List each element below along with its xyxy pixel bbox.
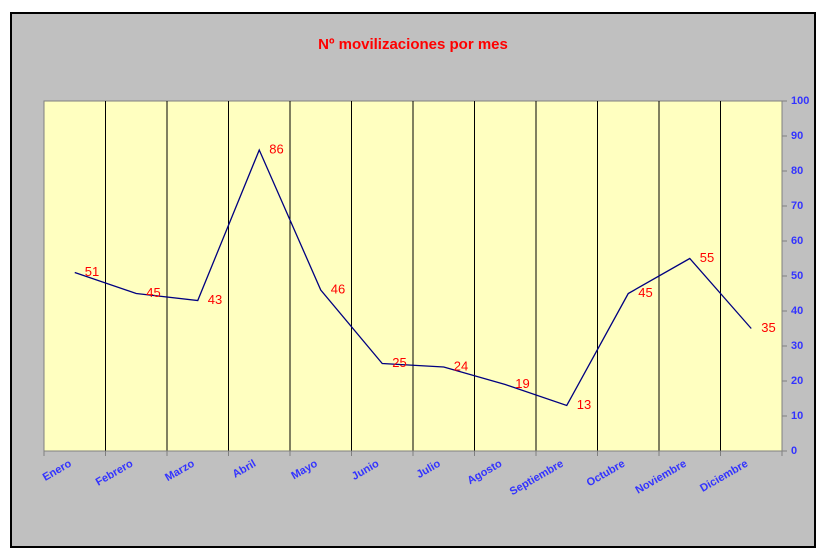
data-label: 24 bbox=[454, 358, 468, 373]
y-tick-label: 60 bbox=[791, 235, 803, 247]
y-tick-label: 40 bbox=[791, 305, 803, 317]
data-label: 13 bbox=[577, 397, 591, 412]
data-label: 51 bbox=[85, 264, 99, 279]
data-label: 46 bbox=[331, 281, 345, 296]
data-label: 43 bbox=[208, 292, 222, 307]
data-label: 19 bbox=[515, 376, 529, 391]
y-tick-label: 10 bbox=[791, 410, 803, 422]
data-label: 45 bbox=[638, 285, 652, 300]
data-label: 35 bbox=[761, 320, 775, 335]
data-label: 25 bbox=[392, 355, 406, 370]
y-tick-label: 80 bbox=[791, 165, 803, 177]
chart-title: Nº movilizaciones por mes bbox=[318, 36, 508, 53]
y-tick-label: 0 bbox=[791, 445, 797, 457]
y-tick-label: 70 bbox=[791, 200, 803, 212]
y-tick-label: 20 bbox=[791, 375, 803, 387]
data-label: 55 bbox=[700, 250, 714, 265]
y-tick-label: 90 bbox=[791, 130, 803, 142]
y-tick-label: 30 bbox=[791, 340, 803, 352]
data-label: 86 bbox=[269, 141, 283, 156]
data-line bbox=[74, 148, 752, 407]
y-tick-label: 100 bbox=[791, 95, 809, 107]
data-label: 45 bbox=[146, 285, 160, 300]
y-tick-label: 50 bbox=[791, 270, 803, 282]
